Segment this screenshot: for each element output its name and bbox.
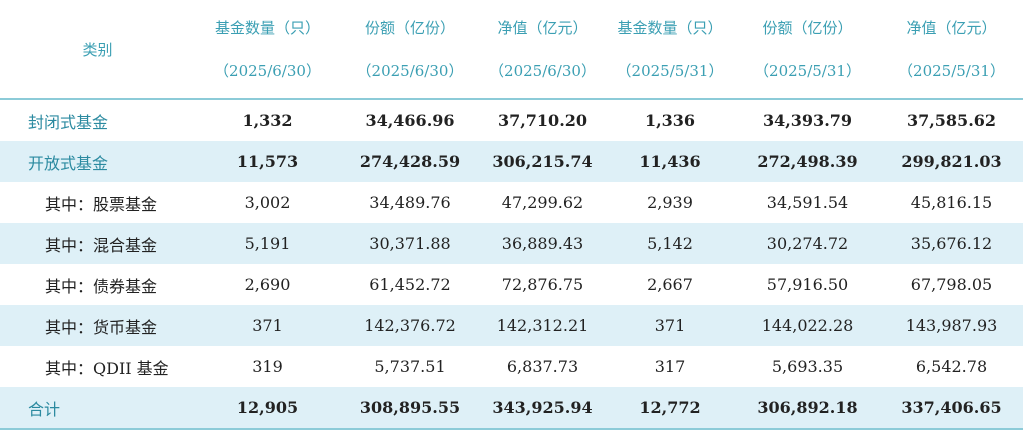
table-row: 其中：混合基金 5,191 30,371.88 36,889.43 5,142 30,27…	[0, 223, 1023, 264]
cell-value: 30,274.72	[735, 223, 880, 264]
column-header: 基金数量（只） （2025/5/31）	[605, 0, 735, 100]
column-date: （2025/6/30）	[214, 62, 321, 80]
cell-value: 11,573	[195, 141, 340, 182]
cell-value: 36,889.43	[480, 223, 605, 264]
row-label: 合计	[0, 387, 195, 430]
column-date: （2025/5/31）	[898, 62, 1005, 80]
cell-value: 5,142	[605, 223, 735, 264]
cell-value: 45,816.15	[910, 193, 993, 212]
cell-value: 371	[605, 305, 735, 346]
cell-value: 72,876.75	[501, 275, 584, 294]
table-row: 其中：货币基金 371 142,376.72 142,312.21 371 144,022…	[0, 305, 1023, 346]
row-label: 其中：混合基金	[0, 223, 195, 264]
cell-value: 47,299.62	[501, 193, 584, 212]
cell-value: 306,892.18	[735, 387, 880, 430]
column-title: 净值（亿元）	[906, 19, 997, 37]
cell-value: 11,436	[605, 141, 735, 182]
column-date: （2025/5/31）	[754, 62, 861, 80]
cell-value: 30,371.88	[340, 223, 480, 264]
column-header: 份额（亿份） （2025/5/31）	[735, 0, 880, 100]
cell-value: 299,821.03	[880, 141, 1023, 182]
cell-value: 34,393.79	[762, 111, 853, 130]
cell-value: 35,676.12	[880, 223, 1023, 264]
cell-value: 34,591.54	[766, 193, 849, 212]
row-label: 封闭式基金	[28, 112, 109, 132]
cell-value: 343,925.94	[480, 387, 605, 430]
cell-value: 57,916.50	[766, 275, 849, 294]
cell-value: 12,905	[195, 387, 340, 430]
column-header: 基金数量（只） （2025/6/30）	[195, 0, 340, 100]
row-label: 其中：货币基金	[0, 305, 195, 346]
cell-value: 371	[195, 305, 340, 346]
cell-value: 37,710.20	[497, 111, 588, 130]
cell-value: 3,002	[244, 193, 291, 212]
cell-value: 6,542.78	[915, 357, 988, 376]
table-body: 封闭式基金 1,332 34,466.96 37,710.20 1,336 34,393.…	[0, 99, 1023, 430]
column-title: 基金数量（只）	[214, 19, 320, 37]
cell-value: 306,215.74	[480, 141, 605, 182]
table-row: 封闭式基金 1,332 34,466.96 37,710.20 1,336 34,393.…	[0, 99, 1023, 141]
cell-value: 1,332	[242, 111, 293, 130]
column-header: 净值（亿元） （2025/5/31）	[880, 0, 1023, 100]
cell-value: 61,452.72	[369, 275, 451, 294]
header-row: 类别 基金数量（只） （2025/6/30） 份额（亿份） （2025/6/30） 净值…	[0, 0, 1023, 100]
column-header: 份额（亿份） （2025/6/30）	[340, 0, 480, 100]
cell-value: 142,312.21	[480, 305, 605, 346]
table-row: 其中：债券基金 2,690 61,452.72 72,876.75 2,667 57,91…	[0, 264, 1023, 305]
category-header: 类别	[0, 0, 195, 100]
cell-value: 142,376.72	[340, 305, 480, 346]
cell-value: 5,693.35	[771, 357, 844, 376]
cell-value: 144,022.28	[735, 305, 880, 346]
row-label: 其中：股票基金	[45, 194, 158, 214]
cell-value: 143,987.93	[880, 305, 1023, 346]
cell-value: 6,837.73	[506, 357, 579, 376]
cell-value: 272,498.39	[735, 141, 880, 182]
cell-value: 2,667	[647, 275, 693, 294]
cell-value: 5,737.51	[374, 357, 446, 376]
column-title: 净值（亿元）	[497, 19, 588, 37]
row-label: 其中：债券基金	[45, 276, 158, 296]
column-title: 份额（亿份）	[364, 19, 455, 37]
column-date: （2025/5/31）	[616, 62, 724, 80]
table-row: 合计 12,905 308,895.55 343,925.94 12,772 306,89…	[0, 387, 1023, 430]
row-label: 其中：QDII 基金	[45, 358, 169, 378]
cell-value: 1,336	[644, 111, 696, 130]
cell-value: 37,585.62	[906, 111, 997, 130]
cell-value: 308,895.55	[340, 387, 480, 430]
table-row: 其中：股票基金 3,002 34,489.76 47,299.62 2,939 34,59…	[0, 182, 1023, 223]
cell-value: 274,428.59	[340, 141, 480, 182]
table-row: 其中：QDII 基金 319 5,737.51 6,837.73 317 5,693.35…	[0, 346, 1023, 387]
row-label: 开放式基金	[0, 141, 195, 182]
column-title: 份额（亿份）	[762, 19, 853, 37]
cell-value: 2,939	[647, 193, 693, 212]
cell-value: 5,191	[195, 223, 340, 264]
cell-value: 67,798.05	[910, 275, 993, 294]
cell-value: 317	[654, 357, 686, 376]
table-row: 开放式基金 11,573 274,428.59 306,215.74 11,436 272…	[0, 141, 1023, 182]
column-header: 净值（亿元） （2025/6/30）	[480, 0, 605, 100]
column-date: （2025/6/30）	[489, 62, 596, 80]
column-title: 基金数量（只）	[617, 19, 723, 37]
cell-value: 319	[252, 357, 283, 376]
cell-value: 12,772	[605, 387, 735, 430]
column-date: （2025/6/30）	[356, 62, 464, 80]
fund-table: 类别 基金数量（只） （2025/6/30） 份额（亿份） （2025/6/30） 净值…	[0, 0, 1023, 430]
cell-value: 337,406.65	[880, 387, 1023, 430]
cell-value: 34,466.96	[365, 111, 455, 130]
cell-value: 34,489.76	[369, 193, 451, 212]
cell-value: 2,690	[244, 275, 291, 294]
